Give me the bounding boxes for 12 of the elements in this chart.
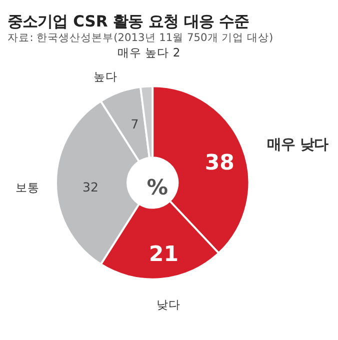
slice-label: 낮다	[156, 298, 180, 312]
data-label: 21	[148, 242, 178, 267]
slice-label: 매우 높다 2	[118, 45, 180, 60]
slice-label: 매우 낮다	[266, 136, 328, 153]
slice-label: 보통	[16, 180, 40, 194]
chart-subtitle: 자료: 한국생산성본부(2013년 11월 750개 기업 대상)	[8, 31, 274, 44]
data-label: 7	[130, 116, 139, 132]
chart-title: 중소기업 CSR 활동 요청 대응 수준	[8, 12, 250, 31]
text: %	[146, 175, 168, 200]
data-label: 32	[82, 179, 98, 194]
data-label: 38	[204, 150, 234, 176]
slice-label: 높다	[94, 70, 118, 84]
